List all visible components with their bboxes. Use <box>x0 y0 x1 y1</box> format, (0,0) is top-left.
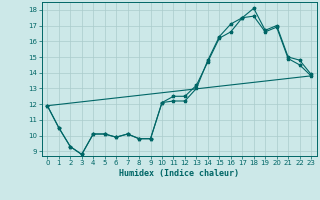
X-axis label: Humidex (Indice chaleur): Humidex (Indice chaleur) <box>119 169 239 178</box>
